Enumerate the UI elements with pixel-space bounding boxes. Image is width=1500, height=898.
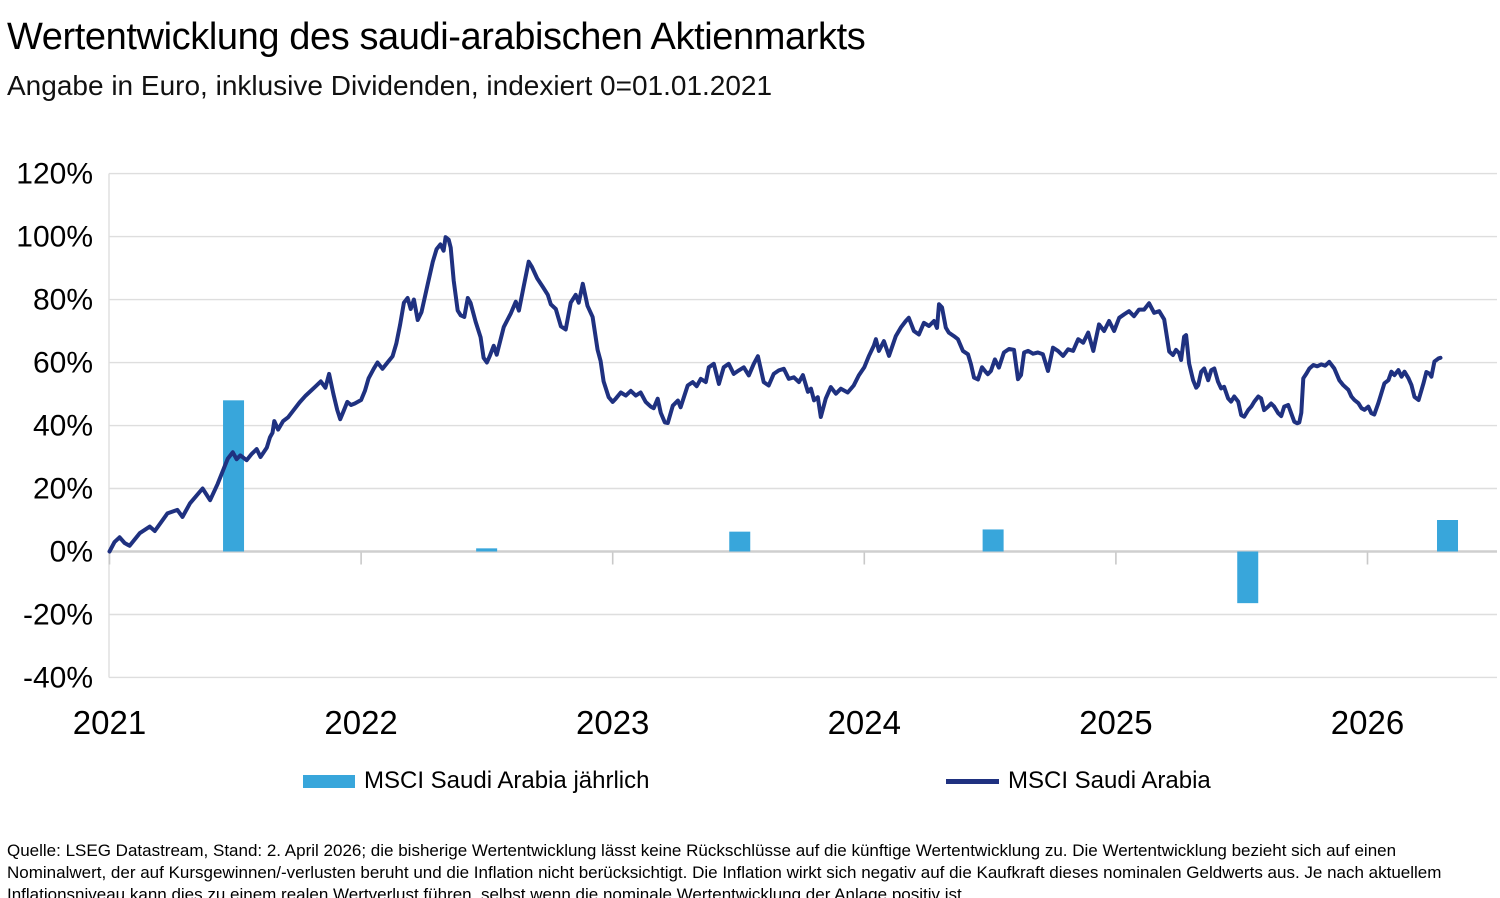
x-axis-tick-label: 2023	[576, 704, 649, 741]
y-axis-tick-label: 120%	[16, 158, 93, 191]
x-axis-tick-label: 2025	[1079, 704, 1152, 741]
source-disclaimer-text: Quelle: LSEG Datastream, Stand: 2. April…	[7, 841, 1442, 898]
performance-line	[107, 235, 1443, 554]
page-title: Wertentwicklung des saudi-arabischen Akt…	[7, 16, 866, 58]
annual-return-bar	[476, 548, 498, 552]
legend-item-index-line: MSCI Saudi Arabia	[946, 765, 1211, 797]
annual-return-bar	[982, 529, 1004, 552]
annual-return-bar	[223, 400, 245, 552]
annual-return-bar	[1437, 520, 1459, 552]
x-axis-tick-label: 2024	[828, 704, 901, 741]
line-swatch-icon	[946, 778, 999, 784]
x-axis-tick-label: 2026	[1331, 704, 1404, 741]
x-axis-tick-label: 2022	[324, 704, 397, 741]
x-axis-tick-label: 2021	[73, 704, 146, 741]
performance-chart: 120% 100% 80% 60% 40% 20% 0% -20% -40% 2021 2022 20…	[16, 158, 1497, 741]
y-axis-tick-label: 0%	[50, 536, 93, 569]
page-subtitle: Angabe in Euro, inklusive Dividenden, in…	[7, 70, 773, 101]
y-axis-tick-label: 20%	[33, 473, 93, 506]
y-axis-tick-label: 60%	[33, 347, 93, 380]
annual-return-bar	[729, 531, 751, 552]
y-axis-tick-label: -20%	[23, 598, 93, 631]
y-axis-tick-label: 40%	[33, 410, 93, 443]
legend-label-index: MSCI Saudi Arabia	[1008, 767, 1211, 794]
annual-return-bar	[1237, 551, 1259, 604]
bar-swatch-icon	[303, 774, 355, 788]
legend-label-annual: MSCI Saudi Arabia jährlich	[364, 767, 650, 794]
y-axis-tick-label: 100%	[16, 221, 93, 254]
y-axis-tick-label: -40%	[23, 661, 93, 694]
legend-item-annual-bars: MSCI Saudi Arabia jährlich	[303, 765, 649, 797]
y-axis-tick-label: 80%	[33, 284, 93, 317]
